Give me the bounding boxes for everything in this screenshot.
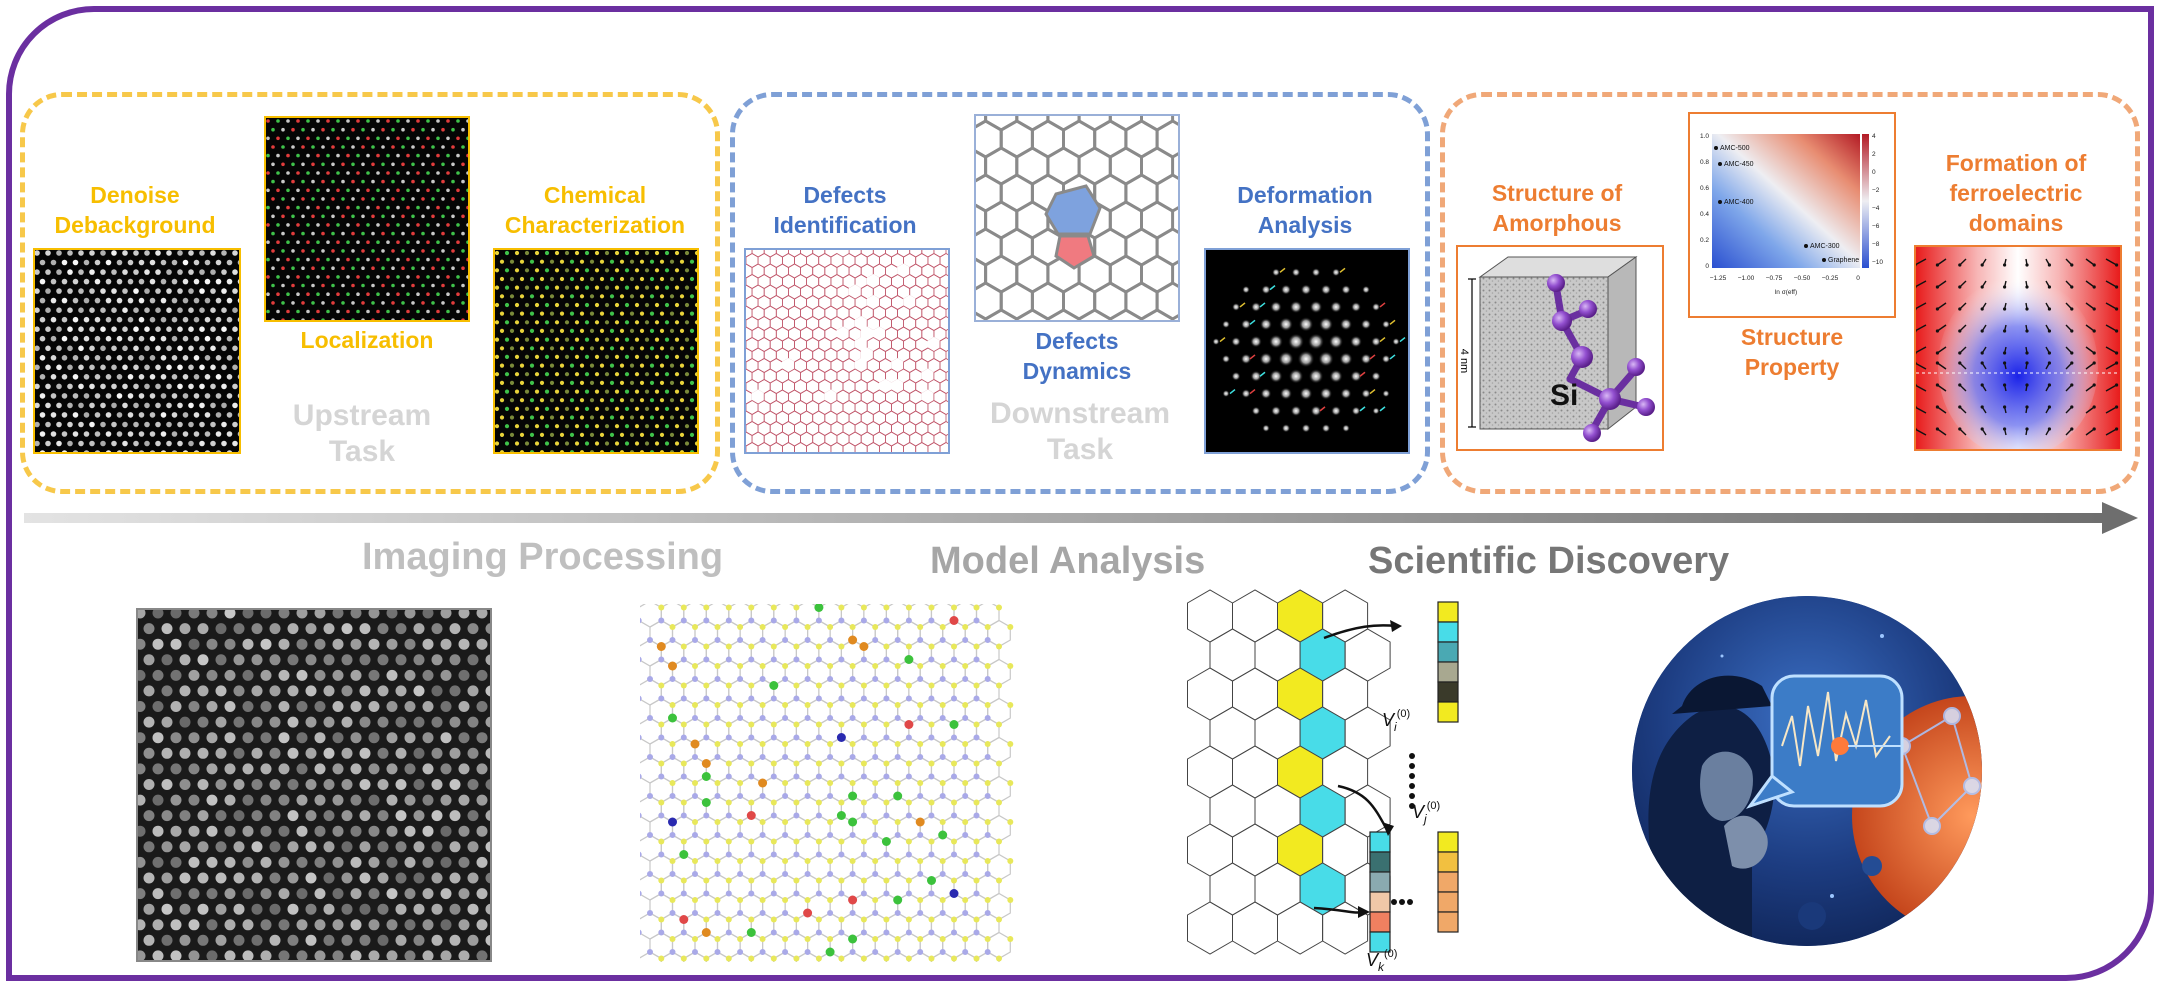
vi-sub: i	[1394, 720, 1397, 734]
property-x-tick: −1.25	[1710, 275, 1727, 282]
ferroelectric-label: Formation of ferroelectric domains	[1945, 150, 2087, 236]
colorbar-tick: −8	[1872, 241, 1880, 248]
vk-sub: k	[1378, 960, 1385, 974]
defects-dynamics-image	[974, 114, 1180, 322]
structure-property-label: Structure Property	[1740, 324, 1844, 380]
property-y-tick: 0.8	[1700, 159, 1709, 166]
defects-dynamics-label: Defects Dynamics	[1022, 328, 1132, 384]
property-point-label: AMC-450	[1724, 161, 1754, 168]
downstream-task-label: Downstream Task	[989, 397, 1171, 466]
property-point-label: Graphene	[1828, 257, 1859, 264]
property-x-tick: −0.50	[1794, 275, 1811, 282]
upstream-task-label: Upstream Task	[292, 399, 432, 468]
localization-image	[264, 116, 470, 322]
property-point: AMC-400	[1718, 199, 1754, 206]
chemical-image	[493, 248, 699, 454]
property-y-tick: 1.0	[1700, 133, 1709, 140]
vj-label: V	[1412, 802, 1426, 822]
property-point: AMC-500	[1714, 145, 1750, 152]
scientific-discovery-illustration	[1632, 596, 1982, 946]
stage-model-analysis: Model Analysis	[930, 540, 1206, 582]
amorphous-label: Structure of Amorphous	[1491, 180, 1623, 236]
property-x-tick: 0	[1856, 275, 1860, 282]
discovery-group	[1440, 92, 2140, 494]
property-x-tick: −1.00	[1738, 275, 1755, 282]
stem-raw-image	[136, 608, 492, 962]
amorphous-element-label: Si	[1550, 379, 1579, 412]
colorbar-tick: 4	[1872, 133, 1876, 140]
atomic-graph-model	[640, 604, 1020, 962]
svg-text:Vj(0): Vj(0)	[1412, 800, 1440, 826]
chemical-label: Chemical Characterization	[504, 182, 686, 238]
property-y-tick: 0.6	[1700, 185, 1709, 192]
deformation-analysis-label: Deformation Analysis	[1237, 182, 1373, 238]
property-y-tick: 0.4	[1700, 211, 1709, 218]
property-point: Graphene	[1822, 257, 1859, 264]
defects-identification-image	[744, 248, 950, 454]
colorbar-tick: −6	[1872, 223, 1880, 230]
property-point: AMC-300	[1804, 243, 1840, 250]
ferroelectric-domain-image	[1914, 245, 2122, 451]
vi-label: V	[1382, 710, 1396, 730]
vk-sup: (0)	[1384, 948, 1397, 960]
property-x-tick: −0.25	[1822, 275, 1839, 282]
property-y-tick: 0.2	[1700, 237, 1709, 244]
property-point-label: AMC-500	[1720, 145, 1750, 152]
outer-frame	[6, 6, 2154, 981]
property-point: AMC-450	[1718, 161, 1754, 168]
structure-property-plot: AMC-500 AMC-450 AMC-400 AMC-300 Graphene 1.0…	[1688, 112, 1896, 318]
svg-text:Vk(0): Vk(0)	[1366, 948, 1397, 974]
property-point-label: AMC-300	[1810, 243, 1840, 250]
denoise-image	[33, 248, 241, 454]
colorbar-tick: −4	[1872, 205, 1880, 212]
svg-text:Vi(0): Vi(0)	[1382, 708, 1410, 734]
denoise-label: Denoise Debackground	[54, 182, 216, 238]
vk-label: V	[1366, 950, 1380, 970]
amorphous-scale-label: 4 nm	[1458, 348, 1471, 374]
pipeline-arrow	[24, 502, 2138, 534]
vj-sup: (0)	[1427, 800, 1440, 812]
colorbar-tick: 0	[1872, 169, 1876, 176]
property-y-tick: 0	[1705, 263, 1709, 270]
colorbar-tick: −10	[1872, 259, 1883, 266]
localization-label: Localization	[300, 327, 434, 353]
property-x-tick: −0.75	[1766, 275, 1783, 282]
upstream-task-group	[20, 92, 720, 494]
vj-sub: j	[1422, 812, 1427, 826]
defects-identification-label: Defects Identification	[773, 182, 917, 238]
property-point-label: AMC-400	[1724, 199, 1754, 206]
amorphous-structure-image: 4 nm Si	[1456, 245, 1664, 451]
deformation-analysis-image	[1204, 248, 1410, 454]
vi-sup: (0)	[1397, 708, 1410, 720]
graph-embedding-diagram: Vi(0) Vj(0) Vk(0)	[1187, 589, 1506, 974]
property-plot-xlabel: ln σ(eff)	[1775, 289, 1797, 296]
colorbar-tick: 2	[1872, 151, 1876, 158]
colorbar-tick: −2	[1872, 187, 1880, 194]
stage-imaging-processing: Imaging Processing	[362, 536, 724, 578]
stage-scientific-discovery: Scientific Discovery	[1368, 540, 1730, 582]
downstream-task-group	[730, 92, 1430, 494]
